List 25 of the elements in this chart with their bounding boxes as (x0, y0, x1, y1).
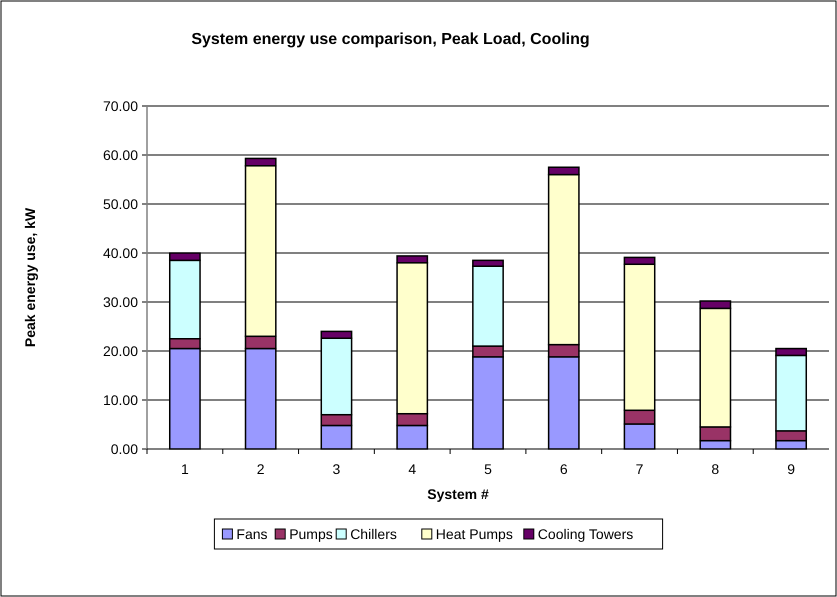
legend-label: Chillers (350, 526, 397, 542)
legend-label: Pumps (289, 526, 333, 542)
y-tick-label: 10.00 (102, 392, 138, 408)
y-axis-title: Peak energy use, kW (22, 207, 38, 348)
y-tick-label: 40.00 (102, 244, 138, 261)
x-tick-label: 7 (636, 461, 644, 477)
y-tick-label: 30.00 (102, 294, 138, 310)
y-tick-label: 20.00 (102, 342, 138, 359)
x-tick-label: 6 (560, 461, 568, 477)
y-tick-label: 0.00 (110, 440, 138, 457)
x-tick-label: 8 (711, 461, 720, 477)
x-tick-label: 2 (256, 461, 265, 477)
x-tick-label: 5 (484, 461, 492, 477)
legend-label: Cooling Towers (538, 526, 634, 542)
x-tick-label: 4 (408, 461, 416, 477)
legend-label: Heat Pumps (436, 526, 513, 542)
x-tick-label: 1 (180, 461, 189, 477)
y-tick-label: 70.00 (102, 98, 138, 114)
y-tick-label: 60.00 (102, 146, 138, 163)
legend-label: Fans (236, 526, 268, 542)
x-axis-title: System # (427, 486, 489, 502)
x-tick-label: 9 (787, 461, 796, 477)
y-tick-label: 50.00 (102, 196, 138, 212)
chart-title: System energy use comparison, Peak Load, Cooling (191, 31, 590, 48)
x-tick-label: 3 (332, 461, 341, 477)
